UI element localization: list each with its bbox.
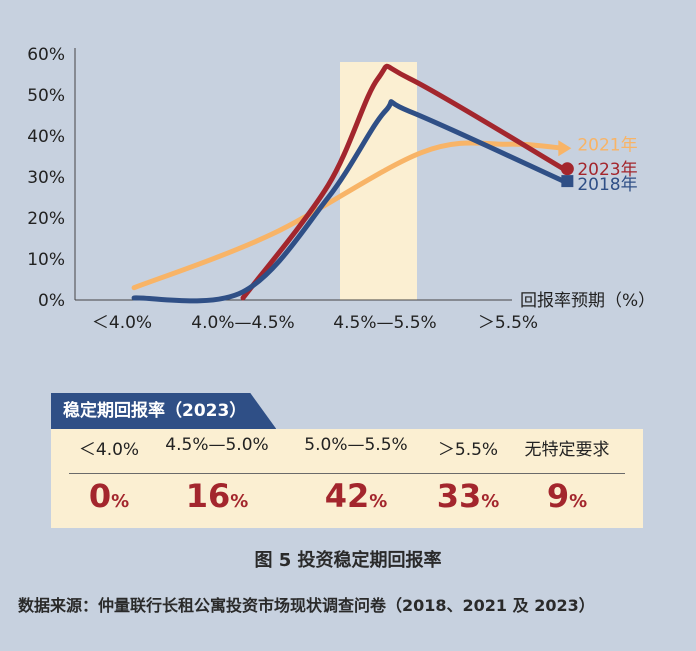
y-tick-label: 50% [27, 86, 65, 106]
column-header: 无特定要求 [524, 440, 610, 460]
line-chart: 0% 10% 20% 30% 40% 50% 60% ＜4.0% 4.0%—4.5% 4.5%—… [27, 45, 655, 333]
x-tick-label: ＜4.0% [92, 313, 152, 333]
x-tick-label: 4.0%—4.5% [191, 313, 294, 333]
y-tick-label: 20% [27, 209, 65, 229]
column-value: 0% [88, 477, 130, 515]
series-line [240, 63, 566, 301]
column-header: ＜4.0% [78, 440, 140, 460]
column-header: 5.0%—5.5% [304, 435, 408, 455]
y-tick-label: 40% [27, 127, 65, 147]
column-header: 4.5%—5.0% [165, 435, 269, 455]
table-divider [69, 473, 625, 474]
series-line [131, 99, 566, 304]
series-marker [560, 162, 574, 176]
table-body: ＜4.0% 4.5%—5.0% 5.0%—5.5% ＞5.5% 无特定要求 0%… [51, 429, 643, 528]
return-rate-table: 稳定期回报率（2023） ＜4.0% 4.5%—5.0% 5.0%—5.5% ＞… [51, 393, 643, 528]
column-value: 42% [324, 477, 388, 515]
column-header: ＞5.5% [437, 440, 499, 460]
x-tick-label: 4.5%—5.5% [333, 313, 436, 333]
legend-label: 2018年 [577, 175, 637, 195]
legend-label: 2023年 [577, 160, 637, 180]
table-title: 稳定期回报率（2023） [51, 393, 276, 429]
y-tick-label: 0% [38, 291, 65, 311]
y-tick-label: 60% [27, 45, 65, 65]
y-tick-label: 30% [27, 168, 65, 188]
x-axis-title: 回报率预期（%） [520, 291, 655, 311]
column-value: 16% [185, 477, 249, 515]
column-value: 33% [436, 477, 500, 515]
figure-caption: 图 5 投资稳定期回报率 [254, 550, 442, 571]
column-value: 9% [546, 477, 588, 515]
legend-label: 2021年 [577, 135, 637, 155]
series-line [131, 140, 566, 291]
series-marker [558, 140, 572, 157]
highlight-band [340, 62, 417, 300]
x-tick-label: ＞5.5% [478, 313, 538, 333]
data-source: 数据来源：仲量联行长租公寓投资市场现状调查问卷（2018、2021 及 2023… [18, 596, 595, 615]
series-marker [561, 175, 574, 188]
y-tick-label: 10% [27, 250, 65, 270]
